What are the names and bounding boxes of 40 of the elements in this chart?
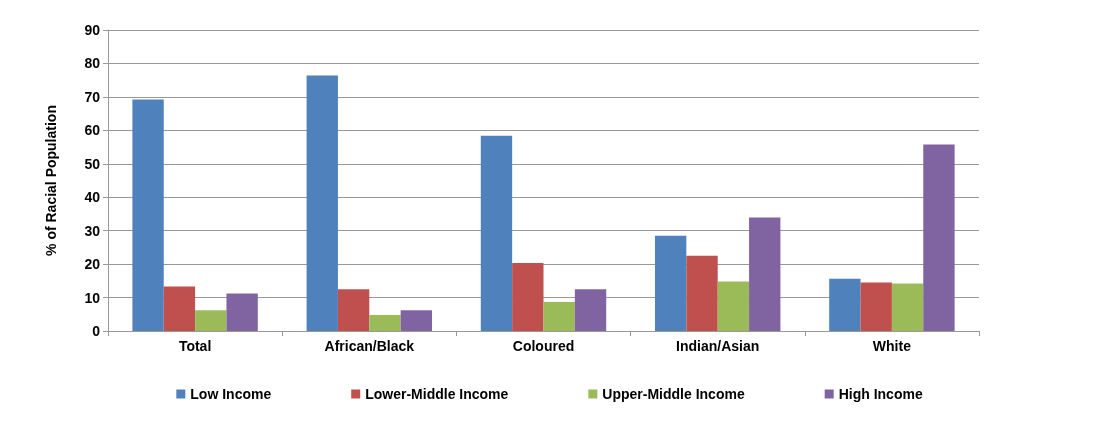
x-tick-label: Indian/Asian <box>676 338 760 354</box>
bar <box>337 289 370 331</box>
legend-label: Upper-Middle Income <box>602 386 745 402</box>
x-tick-label: Coloured <box>512 338 575 354</box>
bar <box>686 255 718 331</box>
y-tick-label: 10 <box>84 289 101 306</box>
bar <box>480 135 513 331</box>
x-tick-label: African/Black <box>324 338 415 354</box>
y-tick-label: 40 <box>84 189 101 206</box>
x-tick-label: White <box>872 338 912 354</box>
bar <box>829 278 861 331</box>
bar <box>132 99 164 331</box>
legend-label: High Income <box>838 386 923 402</box>
bar <box>369 314 401 331</box>
y-tick-label: 20 <box>84 256 101 273</box>
bar <box>195 310 227 331</box>
bar <box>400 310 433 331</box>
bar <box>923 144 955 331</box>
y-tick-label: 90 <box>84 22 101 38</box>
y-tick-label: 70 <box>84 88 101 105</box>
y-tick-label: 0 <box>92 323 101 339</box>
legend-label: Low Income <box>190 386 272 402</box>
bar <box>512 263 544 331</box>
y-tick-label: 50 <box>84 155 101 172</box>
bar <box>306 75 338 331</box>
bar <box>749 217 781 331</box>
bar <box>717 281 750 331</box>
bar <box>654 235 687 331</box>
bar <box>163 286 196 331</box>
y-tick-label: 60 <box>84 122 101 139</box>
y-tick-label: 80 <box>84 55 101 72</box>
bar <box>860 282 892 331</box>
legend-label: Lower-Middle Income <box>365 386 509 402</box>
y-axis-title: % of Racial Population <box>43 105 59 256</box>
bar <box>226 293 258 331</box>
bar <box>543 301 575 331</box>
y-tick-label: 30 <box>84 222 101 239</box>
bar <box>891 283 924 331</box>
bar <box>574 289 607 331</box>
x-tick-label: Total <box>178 338 212 354</box>
